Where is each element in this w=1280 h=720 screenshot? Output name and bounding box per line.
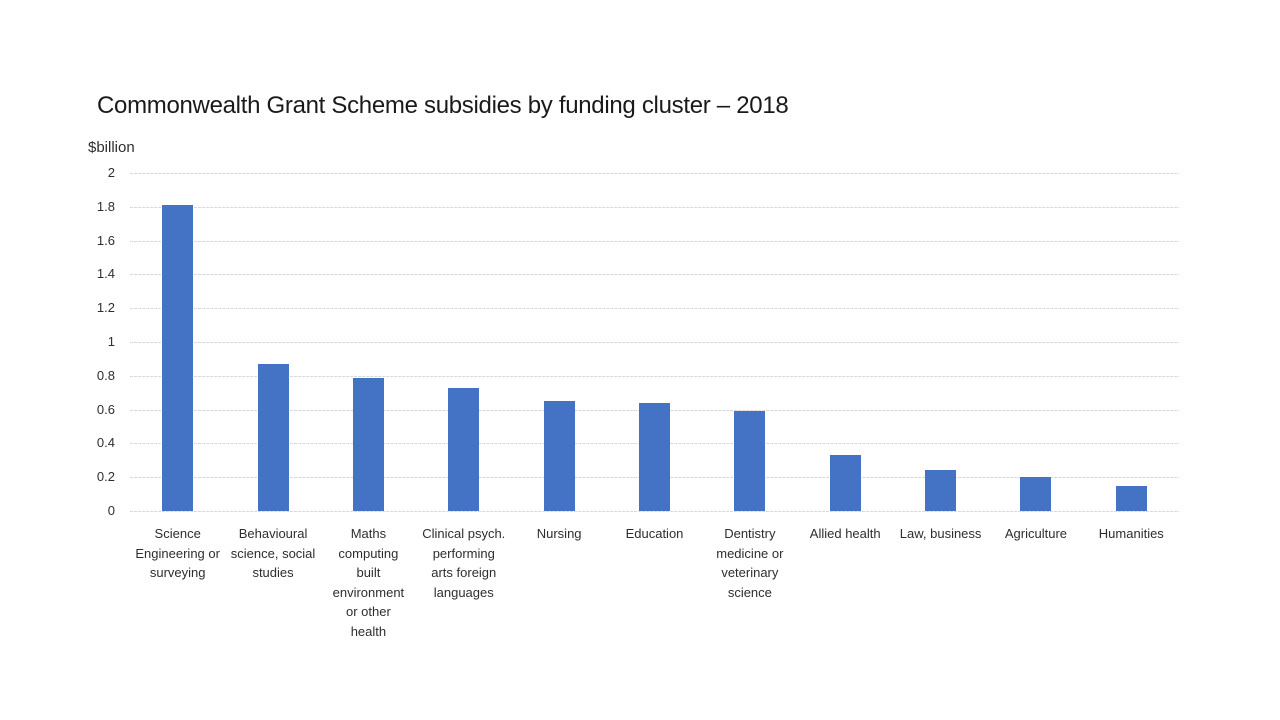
- x-category-label: Humanities: [1098, 526, 1164, 541]
- gridline: [130, 173, 1179, 174]
- x-category-label: Clinical psych. performing arts foreign …: [422, 526, 506, 600]
- x-category-label: Education: [625, 526, 684, 541]
- gridline: [130, 375, 1179, 377]
- x-category-label: Law, business: [899, 526, 982, 541]
- bar: [829, 455, 861, 511]
- bar: [257, 363, 289, 511]
- gridline: [130, 274, 1179, 276]
- chart-title: Commonwealth Grant Scheme subsidies by f…: [97, 92, 789, 119]
- y-tick-label: 0: [107, 503, 115, 518]
- bar: [352, 377, 384, 511]
- bar: [162, 205, 194, 511]
- bar: [639, 402, 670, 511]
- bar: [448, 387, 480, 511]
- bar: [1020, 477, 1052, 511]
- x-category-label: Allied health: [809, 526, 881, 541]
- x-category-label: Agriculture: [1004, 526, 1068, 541]
- y-tick-label: 0.8: [96, 367, 115, 383]
- y-axis-title: $billion: [88, 139, 135, 156]
- y-tick-label: 0.2: [96, 469, 115, 485]
- y-tick-label: 1: [107, 334, 115, 349]
- gridline: [130, 240, 1179, 242]
- bar: [543, 401, 575, 511]
- y-tick-label: 0.6: [96, 401, 115, 417]
- x-category-label: Behavioural science, social studies: [230, 526, 316, 580]
- gridline: [130, 206, 1179, 208]
- x-category-label: Science Engineering or surveying: [135, 526, 220, 580]
- bar: [1115, 485, 1147, 511]
- gridline: [130, 342, 1179, 343]
- plot-area: [130, 173, 1179, 512]
- y-tick-label: 1.4: [96, 266, 115, 282]
- x-category-label: Dentistry medicine or veterinary science: [716, 526, 784, 600]
- y-tick-label: 1.2: [96, 300, 115, 316]
- x-category-label: Nursing: [536, 526, 582, 541]
- bar: [734, 411, 766, 511]
- y-tick-label: 1.8: [96, 198, 115, 214]
- gridline: [130, 308, 1179, 310]
- y-tick-label: 0.4: [96, 435, 115, 451]
- x-category-label: Maths computing built environment or oth…: [332, 526, 405, 639]
- y-tick-label: 1.6: [96, 232, 115, 248]
- y-tick-label: 2: [107, 165, 115, 180]
- bar: [925, 470, 957, 511]
- gridline: [130, 511, 1179, 512]
